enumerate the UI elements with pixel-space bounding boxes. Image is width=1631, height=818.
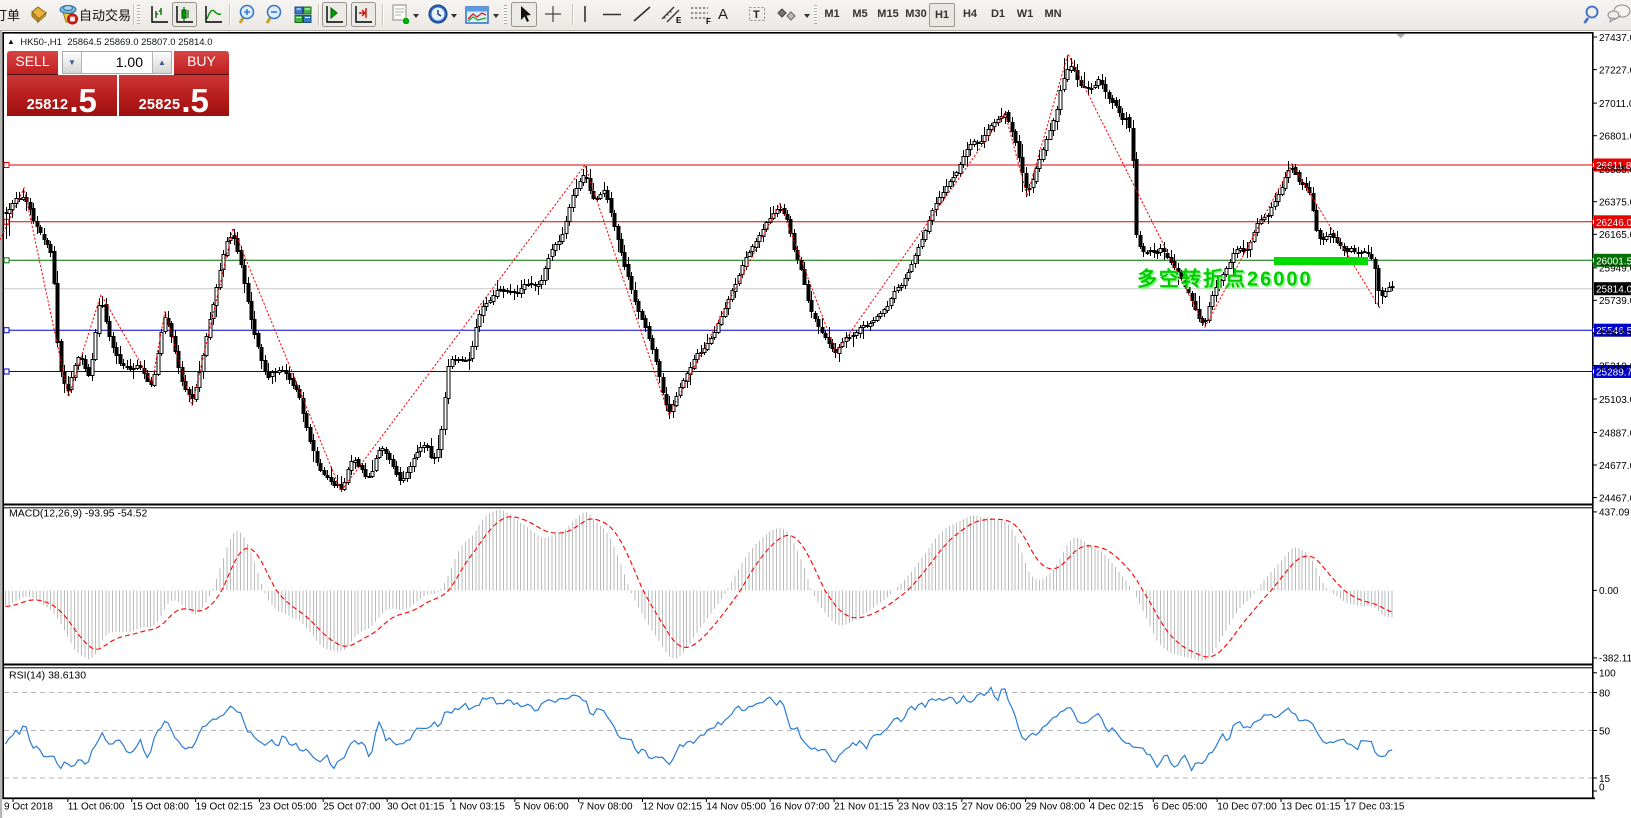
svg-text:30 Oct 01:15: 30 Oct 01:15 [387,802,445,813]
svg-text:26246.0: 26246.0 [1596,218,1631,229]
svg-text:9 Oct 2018: 9 Oct 2018 [4,802,53,813]
svg-text:RSI(14) 38.6130: RSI(14) 38.6130 [9,670,86,682]
svg-text:F: F [706,17,711,26]
svg-text:5 Nov 06:00: 5 Nov 06:00 [515,802,569,813]
svg-text:19 Oct 02:15: 19 Oct 02:15 [196,802,254,813]
svg-text:12 Nov 02:15: 12 Nov 02:15 [643,802,703,813]
svg-text:10 Dec 07:00: 10 Dec 07:00 [1217,802,1277,813]
svg-text:4 Dec 02:15: 4 Dec 02:15 [1090,802,1144,813]
svg-text:24467.0: 24467.0 [1599,493,1631,504]
svg-text:MACD(12,26,9) -93.95 -54.52: MACD(12,26,9) -93.95 -54.52 [9,508,147,520]
svg-text:25949.0: 25949.0 [1599,264,1631,275]
svg-text:26165.0: 26165.0 [1599,230,1631,241]
svg-text:26585.0: 26585.0 [1599,165,1631,176]
svg-text:25 Oct 07:00: 25 Oct 07:00 [323,802,381,813]
svg-text:0.00: 0.00 [1599,586,1619,597]
svg-text:27011.0: 27011.0 [1599,99,1631,110]
svg-text:E: E [676,16,682,25]
svg-text:50: 50 [1599,726,1611,737]
svg-text:13 Dec 01:15: 13 Dec 01:15 [1281,802,1341,813]
svg-text:27227.0: 27227.0 [1599,65,1631,76]
svg-text:11 Oct 06:00: 11 Oct 06:00 [68,802,125,813]
svg-text:25529.0: 25529.0 [1599,329,1631,340]
svg-text:23 Oct 05:00: 23 Oct 05:00 [259,802,317,813]
svg-text:25546.5: 25546.5 [1596,326,1631,337]
svg-text:25103.0: 25103.0 [1599,395,1631,406]
svg-text:26801.0: 26801.0 [1599,132,1631,143]
svg-text:26001.5: 26001.5 [1596,256,1631,267]
svg-text:23 Nov 03:15: 23 Nov 03:15 [898,802,958,813]
svg-text:80: 80 [1599,688,1611,699]
svg-text:25739.0: 25739.0 [1599,296,1631,307]
svg-text:17 Dec 03:15: 17 Dec 03:15 [1345,802,1405,813]
svg-text:26611.8: 26611.8 [1596,161,1631,172]
svg-text:16 Nov 07:00: 16 Nov 07:00 [770,802,830,813]
svg-text:0: 0 [1599,782,1605,793]
svg-text:100: 100 [1599,669,1616,680]
svg-text:21 Nov 01:15: 21 Nov 01:15 [834,802,894,813]
svg-text:437.09: 437.09 [1599,508,1630,519]
svg-text:多空转折点26000: 多空转折点26000 [1139,268,1315,292]
svg-text:15 Oct 08:00: 15 Oct 08:00 [132,802,190,813]
svg-text:25289.7: 25289.7 [1596,368,1631,379]
svg-text:15: 15 [1599,774,1611,785]
svg-text:29 Nov 08:00: 29 Nov 08:00 [1026,802,1086,813]
svg-text:24677.0: 24677.0 [1599,461,1631,472]
svg-text:27437.0: 27437.0 [1599,33,1631,44]
svg-text:25319.0: 25319.0 [1599,361,1631,372]
svg-text:24887.0: 24887.0 [1599,428,1631,439]
svg-text:1 Nov 03:15: 1 Nov 03:15 [451,802,505,813]
svg-text:多空转折点26000: 多空转折点26000 [1137,267,1313,291]
svg-text:-382.11: -382.11 [1599,654,1631,665]
svg-text:25814.0: 25814.0 [1596,285,1631,296]
svg-text:14 Nov 05:00: 14 Nov 05:00 [706,802,766,813]
svg-text:T: T [753,9,760,21]
svg-text:7 Nov 08:00: 7 Nov 08:00 [579,802,633,813]
svg-text:27 Nov 06:00: 27 Nov 06:00 [962,802,1022,813]
svg-text:26375.0: 26375.0 [1599,198,1631,209]
svg-text:6 Dec 05:00: 6 Dec 05:00 [1153,802,1207,813]
